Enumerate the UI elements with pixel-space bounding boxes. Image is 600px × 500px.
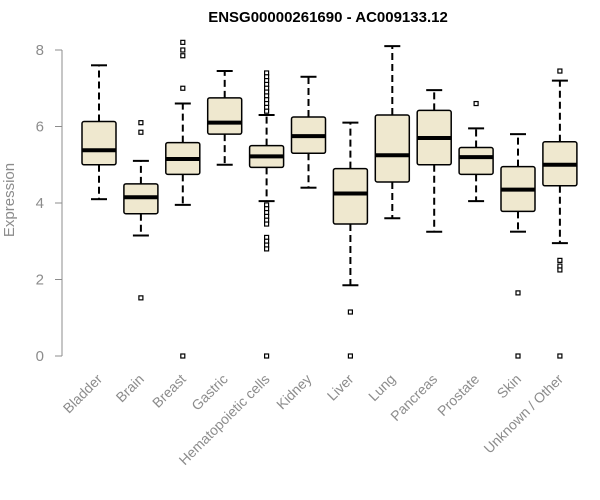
- outlier-point: [515, 290, 521, 296]
- y-tick-label: 0: [36, 348, 44, 365]
- outlier-point: [138, 295, 144, 301]
- category-label: Prostate: [434, 371, 482, 419]
- box-kidney: [290, 75, 327, 189]
- iqr-box: [81, 120, 117, 166]
- box-bladder: [81, 64, 117, 201]
- box-liver: [332, 121, 369, 359]
- box-unknown-other: [542, 68, 578, 359]
- outlier-point: [180, 39, 186, 45]
- outlier-point: [557, 353, 563, 359]
- y-tick-label: 8: [36, 42, 44, 59]
- category-label: Breast: [149, 371, 189, 411]
- boxes-group: [81, 39, 578, 359]
- outlier-point: [557, 267, 563, 273]
- category-label: Pancreas: [387, 371, 440, 424]
- box-hematopoietic-cells: [248, 70, 285, 359]
- box-skin: [500, 133, 536, 359]
- outlier-point: [347, 309, 353, 315]
- outlier-point: [557, 257, 563, 263]
- category-label: Skin: [494, 371, 525, 402]
- chart-title: ENSG00000261690 - AC009133.12: [208, 9, 448, 26]
- y-tick-label: 2: [36, 272, 44, 289]
- box-breast: [165, 39, 201, 359]
- outlier-point: [180, 53, 186, 59]
- category-label: Brain: [113, 371, 147, 405]
- outlier-point: [180, 85, 186, 91]
- box-lung: [374, 45, 411, 220]
- box-pancreas: [416, 89, 452, 233]
- box-gastric: [206, 70, 243, 166]
- outlier-point: [180, 353, 186, 359]
- outlier-point: [264, 108, 270, 114]
- iqr-box: [332, 167, 369, 225]
- category-label: Liver: [324, 371, 357, 404]
- outlier-point: [138, 120, 144, 126]
- box-brain: [123, 120, 159, 301]
- iqr-box: [458, 146, 494, 176]
- iqr-box: [206, 97, 243, 135]
- category-label: Bladder: [60, 371, 106, 417]
- y-axis-label: Expression: [1, 163, 18, 237]
- outlier-point: [180, 47, 186, 53]
- box-prostate: [458, 100, 494, 203]
- category-label: Kidney: [273, 371, 315, 413]
- category-label: Lung: [365, 371, 398, 404]
- outlier-point: [264, 353, 270, 359]
- y-tick-label: 6: [36, 119, 44, 136]
- outlier-point: [264, 221, 270, 227]
- y-axis: 0 2 4 6 8: [36, 42, 63, 365]
- outlier-point: [138, 129, 144, 135]
- outlier-point: [264, 246, 270, 252]
- outlier-point: [557, 68, 563, 74]
- outlier-point: [347, 353, 353, 359]
- category-label: Unknown / Other: [480, 371, 566, 457]
- iqr-box: [374, 114, 411, 183]
- outlier-point: [473, 100, 479, 107]
- y-tick-label: 4: [36, 195, 44, 212]
- outlier-point: [515, 353, 521, 359]
